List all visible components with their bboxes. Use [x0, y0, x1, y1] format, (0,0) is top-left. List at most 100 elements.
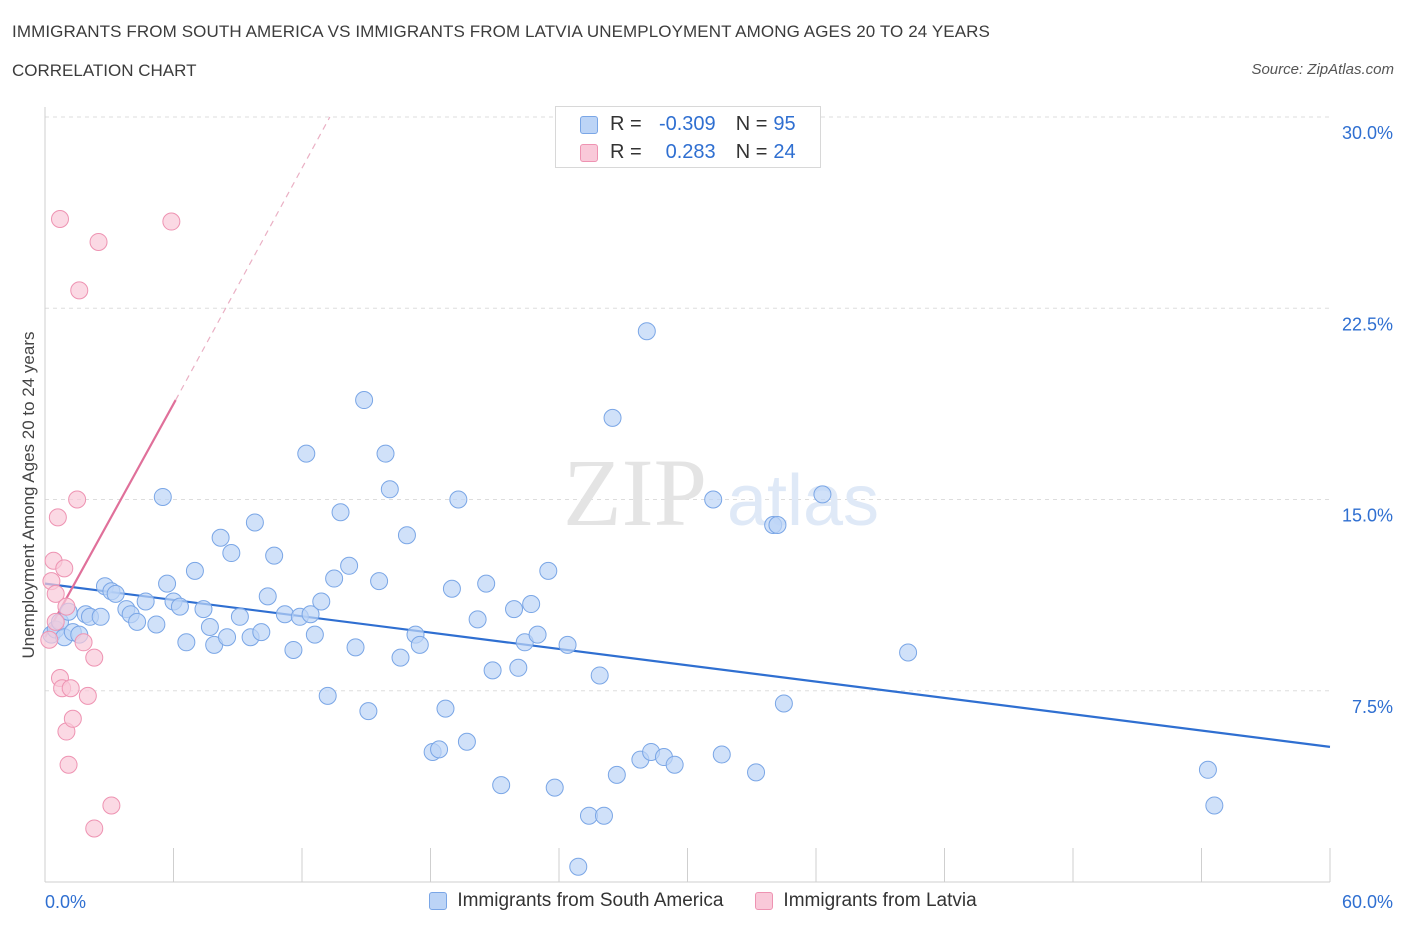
- stats-r-label: R =: [610, 113, 642, 135]
- point-south-america-47: [346, 638, 365, 657]
- stats-r-blue: -0.309: [658, 113, 716, 135]
- point-south-america-16: [136, 592, 155, 611]
- point-latvia-15: [68, 490, 87, 509]
- point-south-america-54: [397, 526, 416, 545]
- trend-line-latvia-extension: [175, 116, 331, 401]
- axes: [44, 107, 1331, 883]
- chart-subtitle: CORRELATION CHART: [12, 61, 197, 80]
- point-south-america-33: [252, 623, 271, 642]
- point-south-america-71: [528, 625, 547, 644]
- point-latvia-6: [50, 210, 69, 228]
- point-south-america-77: [590, 666, 609, 685]
- stats-swatch-pink: [580, 143, 598, 162]
- source-label: Source: ZipAtlas.com: [1251, 61, 1394, 78]
- point-south-america-36: [275, 605, 294, 624]
- stats-r-pink: 0.283: [665, 141, 716, 163]
- grid-lines: [45, 116, 1330, 692]
- point-latvia-16: [70, 281, 89, 300]
- point-south-america-44: [325, 569, 344, 588]
- point-south-america-73: [545, 778, 564, 797]
- stats-n-pink: 24: [773, 141, 796, 163]
- point-south-america-88: [747, 763, 766, 782]
- trend-lines: [44, 116, 1331, 748]
- point-south-america-70: [522, 595, 541, 614]
- watermark-atlas: atlas: [727, 461, 879, 541]
- point-latvia-23: [162, 212, 181, 231]
- point-south-america-51: [376, 444, 395, 463]
- point-south-america-79: [603, 408, 622, 427]
- point-latvia-19: [85, 648, 104, 667]
- point-latvia-20: [85, 819, 104, 838]
- point-south-america-22: [177, 633, 196, 652]
- legend: Immigrants from South America Immigrants…: [0, 890, 1406, 912]
- point-south-america-61: [449, 490, 468, 509]
- point-south-america-63: [468, 610, 487, 629]
- point-south-america-9: [91, 607, 110, 626]
- point-south-america-41: [305, 625, 324, 644]
- y-tick-label-3: 30.0%: [1342, 123, 1393, 143]
- point-latvia-17: [74, 633, 93, 652]
- point-latvia-21: [89, 232, 108, 251]
- point-south-america-21: [170, 597, 189, 616]
- point-south-america-12: [106, 584, 125, 603]
- point-south-america-17: [147, 615, 166, 634]
- stats-n-blue: 95: [773, 113, 796, 135]
- point-south-america-74: [558, 635, 577, 654]
- legend-swatch-blue: [429, 892, 448, 910]
- point-south-america-66: [492, 776, 511, 795]
- watermark-zip: ZIP: [563, 439, 707, 546]
- y-tick-label-0: 7.5%: [1352, 697, 1393, 717]
- watermark: ZIP atlas: [563, 439, 879, 546]
- point-south-america-94: [1198, 760, 1217, 779]
- point-south-america-72: [539, 561, 558, 580]
- chart-title: IMMIGRANTS FROM SOUTH AMERICA VS IMMIGRA…: [12, 22, 990, 41]
- x-tick-label-max: 60.0%: [1342, 892, 1393, 912]
- point-latvia-18: [78, 686, 97, 705]
- point-south-america-64: [477, 574, 496, 593]
- point-latvia-12: [59, 755, 78, 774]
- point-south-america-42: [312, 592, 331, 611]
- point-latvia-10: [57, 597, 76, 616]
- point-south-america-18: [153, 487, 172, 506]
- point-south-america-15: [128, 612, 147, 631]
- point-south-america-28: [218, 628, 237, 647]
- legend-label-latvia: Immigrants from Latvia: [783, 890, 977, 911]
- point-south-america-30: [230, 607, 249, 626]
- trend-line-south-america: [44, 582, 1331, 748]
- point-south-america-76: [579, 806, 598, 825]
- point-latvia-5: [48, 508, 67, 527]
- legend-item-south-america[interactable]: Immigrants from South America: [429, 890, 723, 912]
- point-south-america-23: [185, 561, 204, 580]
- point-south-america-43: [318, 686, 337, 705]
- point-south-america-39: [297, 444, 316, 463]
- point-south-america-37: [284, 640, 303, 659]
- point-latvia-13: [61, 679, 80, 698]
- point-south-america-78: [594, 806, 613, 825]
- point-south-america-40: [301, 605, 320, 624]
- y-tick-label-1: 15.0%: [1342, 506, 1393, 526]
- point-south-america-27: [211, 528, 230, 547]
- point-south-america-67: [505, 600, 524, 619]
- point-south-america-34: [258, 587, 277, 606]
- y-tick-label-2: 22.5%: [1342, 314, 1393, 334]
- stats-n-label: N =: [735, 141, 768, 163]
- stats-row-pink: R = 0.283 N = 24: [580, 141, 796, 164]
- point-south-america-90: [768, 516, 787, 534]
- point-south-america-53: [391, 648, 410, 667]
- point-south-america-75: [569, 857, 588, 876]
- series-latvia-points: [40, 210, 181, 838]
- point-south-america-46: [340, 556, 359, 575]
- legend-item-latvia[interactable]: Immigrants from Latvia: [755, 890, 977, 912]
- point-south-america-56: [410, 635, 429, 654]
- stats-r-label: R =: [610, 141, 642, 163]
- y-tick-labels: 7.5% 15.0% 22.5% 30.0%: [1342, 123, 1393, 717]
- stats-row-blue: R = -0.309 N = 95: [580, 113, 796, 136]
- point-south-america-65: [483, 661, 502, 680]
- point-south-america-85: [665, 755, 684, 774]
- point-south-america-45: [331, 503, 350, 522]
- point-latvia-4: [46, 584, 65, 603]
- legend-swatch-pink: [755, 892, 774, 910]
- point-south-america-86: [704, 490, 723, 509]
- point-south-america-62: [457, 732, 476, 751]
- stats-swatch-blue: [580, 115, 598, 134]
